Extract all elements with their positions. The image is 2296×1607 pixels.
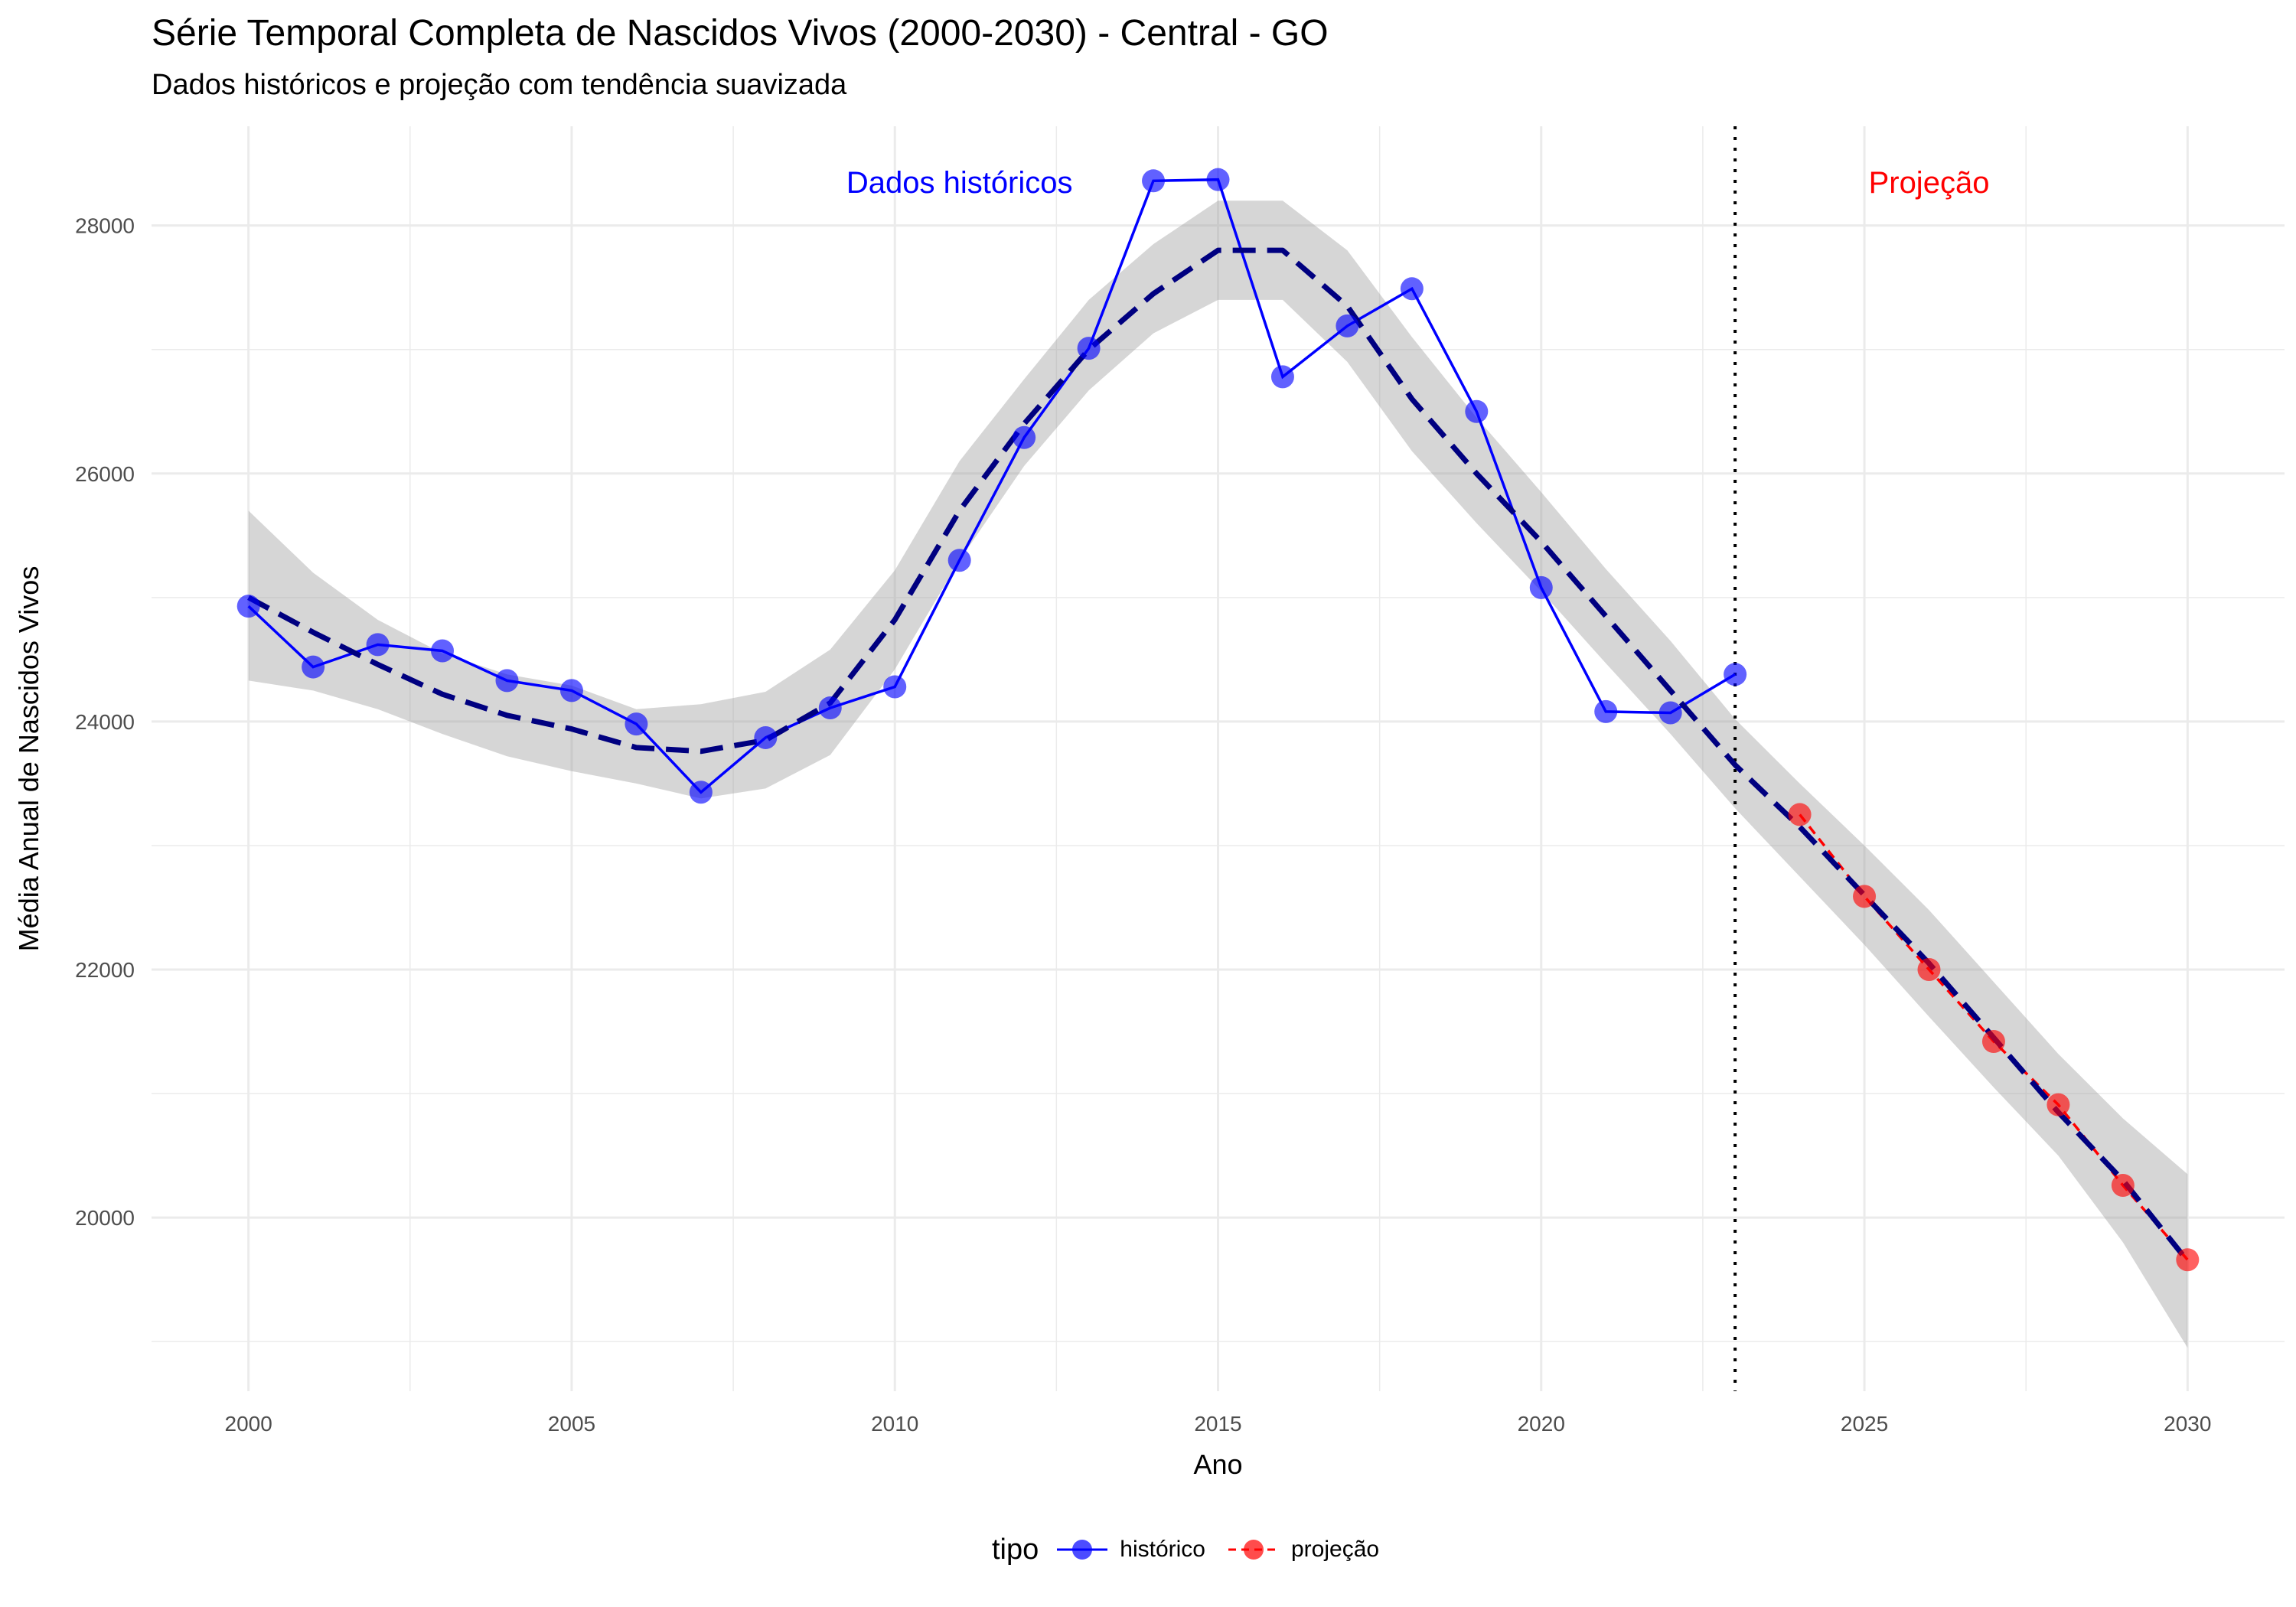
annotation-layer: Dados históricos Projeção [846,166,1990,200]
data-point-projecao [1981,1029,2005,1053]
trend-line [247,247,2190,1263]
legend-title: tipo [992,1533,1039,1566]
data-point-projecao [2111,1173,2135,1197]
line-chart: Dados históricos Projeção 2000 2005 2010 201… [13,126,2285,1480]
data-point-historico [236,595,260,618]
legend-key-projecao [1228,1540,1279,1560]
x-tick-label: 2020 [1518,1412,1565,1436]
chart-subtitle: Dados históricos e projeção com tendênci… [152,69,847,101]
legend-label-projecao: projeção [1291,1537,1380,1562]
y-tick-label: 26000 [75,462,135,486]
data-point-projecao [1917,958,1941,981]
data-point-historico [1594,699,1618,723]
y-tick-label: 28000 [75,214,135,238]
data-point-historico [1206,168,1230,191]
legend-item-projecao: projeção [1227,1534,1379,1565]
data-point-projecao [2047,1093,2070,1116]
annotation-1: Projeção [1869,166,1990,200]
x-tick-label: 2030 [2164,1412,2211,1436]
trend-line-layer [247,247,2190,1263]
data-point-historico [1658,701,1682,725]
x-tick-label: 2015 [1194,1412,1241,1436]
legend-key-historico [1057,1540,1108,1560]
data-point-projecao [1853,885,1877,908]
data-point-historico [625,712,648,736]
data-point-historico [689,781,713,804]
data-point-historico [431,639,455,663]
data-point-historico [1336,314,1359,337]
data-point-projecao [1788,803,1812,826]
confidence-band [248,200,2188,1348]
tick-labels-layer: 2000 2005 2010 2015 2020 2025 2030 20000 22000 24… [75,214,2211,1436]
data-point-historico [366,633,390,657]
x-tick-label: 2005 [548,1412,595,1436]
data-point-historico [947,549,971,572]
legend-label-historico: histórico [1120,1537,1205,1562]
points-layer [236,168,2200,1272]
y-tick-label: 20000 [75,1206,135,1230]
data-point-historico [302,655,325,679]
legend: tipo histórico projeção [992,1527,1401,1573]
data-point-historico [559,679,583,702]
data-point-historico [754,725,778,749]
x-tick-label: 2010 [871,1412,918,1436]
data-point-historico [1077,337,1101,360]
data-point-historico [1465,399,1489,423]
data-point-historico [1400,277,1424,301]
data-point-historico [818,696,842,720]
data-point-historico [1142,169,1166,193]
x-tick-label: 2025 [1841,1412,1888,1436]
data-point-historico [495,669,519,693]
data-point-historico [1013,425,1036,449]
data-point-projecao [2176,1248,2200,1272]
y-tick-label: 22000 [75,958,135,982]
data-point-historico [1529,575,1553,599]
x-tick-label: 2000 [225,1412,272,1436]
data-point-historico [883,675,907,699]
confidence-band-layer [248,200,2188,1348]
grid-major [152,126,2285,1391]
annotation-0: Dados históricos [846,166,1073,200]
data-point-historico [1270,365,1294,389]
x-axis-label: Ano [1193,1449,1242,1480]
chart-title: Série Temporal Completa de Nascidos Vivo… [152,13,1329,54]
legend-item-historico: histórico [1055,1534,1205,1565]
y-tick-label: 24000 [75,710,135,734]
y-axis-label: Média Anual de Nascidos Vivos [13,566,44,952]
data-point-historico [1724,663,1747,686]
series-line-historico [247,178,1736,794]
